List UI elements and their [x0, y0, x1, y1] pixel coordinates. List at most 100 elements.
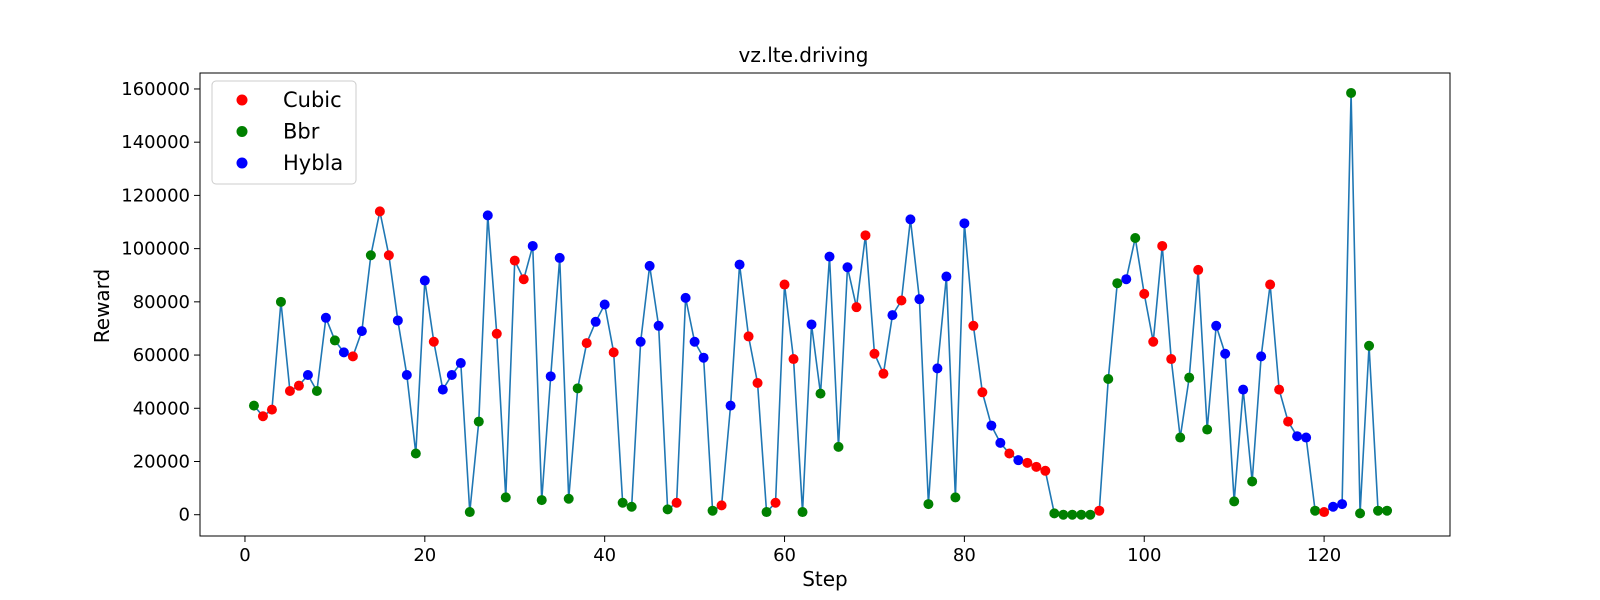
x-tick-label: 80 — [953, 545, 976, 566]
legend-label-cubic: Cubic — [283, 88, 342, 112]
y-tick-label: 60000 — [133, 345, 190, 366]
data-point-hybla — [590, 316, 601, 327]
data-point-cubic — [878, 368, 889, 379]
data-point-bbr — [1049, 508, 1060, 519]
data-point-cubic — [1040, 465, 1051, 476]
data-point-hybla — [635, 336, 646, 347]
legend-marker-hybla — [236, 157, 248, 169]
data-point-hybla — [905, 214, 916, 225]
data-point-hybla — [437, 384, 448, 395]
data-point-cubic — [869, 348, 880, 359]
data-point-cubic — [1139, 288, 1150, 299]
data-point-cubic — [716, 500, 727, 511]
data-point-cubic — [347, 351, 358, 362]
data-point-bbr — [626, 501, 637, 512]
data-point-bbr — [500, 492, 511, 503]
data-point-hybla — [698, 352, 709, 363]
data-point-hybla — [446, 370, 457, 381]
data-point-cubic — [293, 380, 304, 391]
data-point-bbr — [950, 492, 961, 503]
data-point-bbr — [923, 499, 934, 510]
data-point-hybla — [419, 275, 430, 286]
plot-area — [248, 87, 1393, 520]
data-point-bbr — [329, 335, 340, 346]
data-point-cubic — [1166, 354, 1177, 365]
data-point-bbr — [1247, 476, 1258, 487]
data-point-cubic — [779, 279, 790, 290]
data-point-hybla — [554, 252, 565, 263]
data-point-hybla — [959, 218, 970, 229]
data-point-hybla — [1211, 320, 1222, 331]
data-point-cubic — [1022, 457, 1033, 468]
data-point-cubic — [1031, 461, 1042, 472]
data-point-cubic — [266, 404, 277, 415]
data-point-cubic — [1004, 448, 1015, 459]
data-point-cubic — [581, 338, 592, 349]
data-point-hybla — [680, 292, 691, 303]
data-point-bbr — [1382, 505, 1393, 516]
x-tick-label: 60 — [773, 545, 796, 566]
data-point-cubic — [1319, 507, 1330, 518]
data-point-bbr — [1346, 87, 1357, 98]
data-point-bbr — [563, 493, 574, 504]
data-point-bbr — [1175, 432, 1186, 443]
x-tick-label: 120 — [1307, 545, 1341, 566]
y-axis: 0 20000 40000 60000 80000 100000 120000 140000 1… — [121, 79, 200, 526]
x-tick-label: 0 — [239, 545, 250, 566]
legend-box — [211, 80, 357, 185]
data-point-bbr — [1310, 505, 1321, 516]
data-point-hybla — [725, 400, 736, 411]
legend-label-bbr: Bbr — [283, 120, 320, 144]
data-point-bbr — [1202, 424, 1213, 435]
data-point-hybla — [1238, 384, 1249, 395]
data-point-cubic — [896, 295, 907, 306]
data-point-hybla — [338, 347, 349, 358]
data-point-bbr — [1364, 340, 1375, 351]
data-point-hybla — [1256, 351, 1267, 362]
data-point-hybla — [914, 294, 925, 305]
data-point-bbr — [1076, 509, 1087, 520]
data-point-hybla — [1013, 455, 1024, 466]
data-point-bbr — [797, 507, 808, 518]
x-tick-label: 100 — [1127, 545, 1161, 566]
data-point-cubic — [977, 387, 988, 398]
data-point-hybla — [1301, 432, 1312, 443]
data-point-hybla — [401, 370, 412, 381]
data-point-hybla — [653, 320, 664, 331]
data-point-cubic — [518, 274, 529, 285]
data-point-bbr — [464, 507, 475, 518]
data-point-bbr — [365, 250, 376, 261]
y-axis-label: Reward — [90, 269, 114, 343]
y-tick-label: 0 — [179, 505, 190, 526]
x-axis-label: Step — [802, 567, 848, 591]
data-point-cubic — [851, 302, 862, 313]
data-point-cubic — [1094, 505, 1105, 516]
data-point-hybla — [1220, 348, 1231, 359]
data-point-cubic — [968, 320, 979, 331]
data-point-hybla — [806, 319, 817, 330]
data-point-cubic — [752, 378, 763, 388]
data-point-hybla — [842, 262, 853, 273]
data-point-hybla — [392, 315, 403, 326]
data-point-cubic — [1283, 416, 1294, 427]
y-tick-label: 140000 — [121, 132, 190, 153]
data-point-bbr — [473, 416, 484, 427]
data-point-hybla — [1337, 499, 1348, 510]
data-point-bbr — [1058, 509, 1069, 520]
data-point-hybla — [941, 271, 952, 282]
data-point-hybla — [689, 336, 700, 347]
data-point-bbr — [617, 497, 628, 508]
data-point-hybla — [302, 370, 313, 381]
data-point-hybla — [1292, 431, 1303, 442]
data-point-cubic — [374, 206, 385, 217]
y-tick-label: 20000 — [133, 451, 190, 472]
data-point-cubic — [257, 411, 268, 422]
x-axis: 0 20 40 60 80 100 120 — [239, 536, 1341, 566]
data-point-hybla — [1121, 274, 1132, 285]
data-point-cubic — [671, 497, 682, 508]
data-point-bbr — [815, 388, 826, 399]
data-point-bbr — [1085, 509, 1096, 520]
data-point-bbr — [311, 385, 322, 396]
data-point-bbr — [1130, 232, 1141, 243]
